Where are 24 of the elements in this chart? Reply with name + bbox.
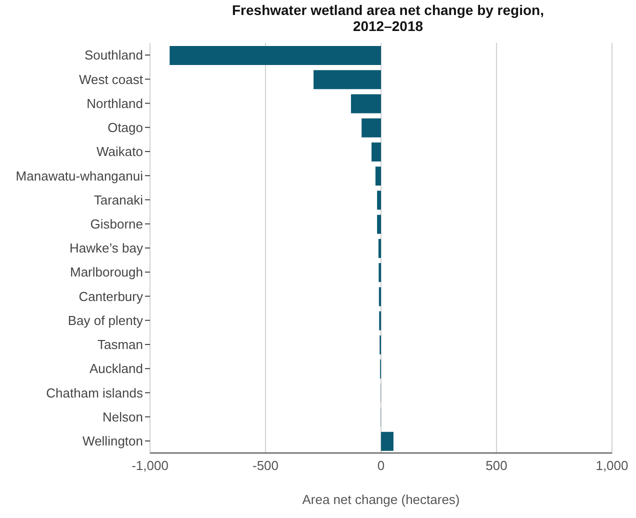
y-tick-label: Canterbury (78, 288, 144, 304)
x-tick-label: -1,000 (132, 458, 168, 474)
y-tick-label: Auckland (90, 361, 143, 376)
y-tick-label: Nelson (102, 409, 143, 424)
y-tick-label: Tasman (97, 337, 143, 352)
y-tick-label: Hawke’s bay (70, 240, 144, 256)
y-tick-label: Southland (84, 48, 143, 63)
x-tick-label: -500 (252, 458, 279, 474)
y-tick-label: Northland (86, 96, 143, 111)
y-tick-label: Gisborne (90, 216, 143, 232)
y-tick-label: Marlborough (70, 264, 143, 280)
chart-title: Freshwater wetland area net change by region, 2012–2018 (231, 2, 545, 34)
x-tick-label: 0 (377, 458, 385, 474)
y-tick-label: Bay of plenty (68, 312, 144, 328)
x-tick-label: 1,000 (596, 458, 628, 474)
y-tick-label: Otago (108, 120, 143, 136)
y-tick-label: West coast (78, 72, 144, 87)
x-tick-label: 500 (486, 458, 508, 474)
y-tick-label: Waikato (96, 144, 143, 160)
y-tick-label: Taranaki (94, 192, 144, 208)
y-tick-label: Chatham islands (46, 385, 144, 400)
x-axis-title: Area net change (hectares) (302, 492, 460, 507)
y-tick-label: Manawatu-whanganui (16, 168, 144, 184)
y-tick-label: Wellington (82, 434, 143, 449)
